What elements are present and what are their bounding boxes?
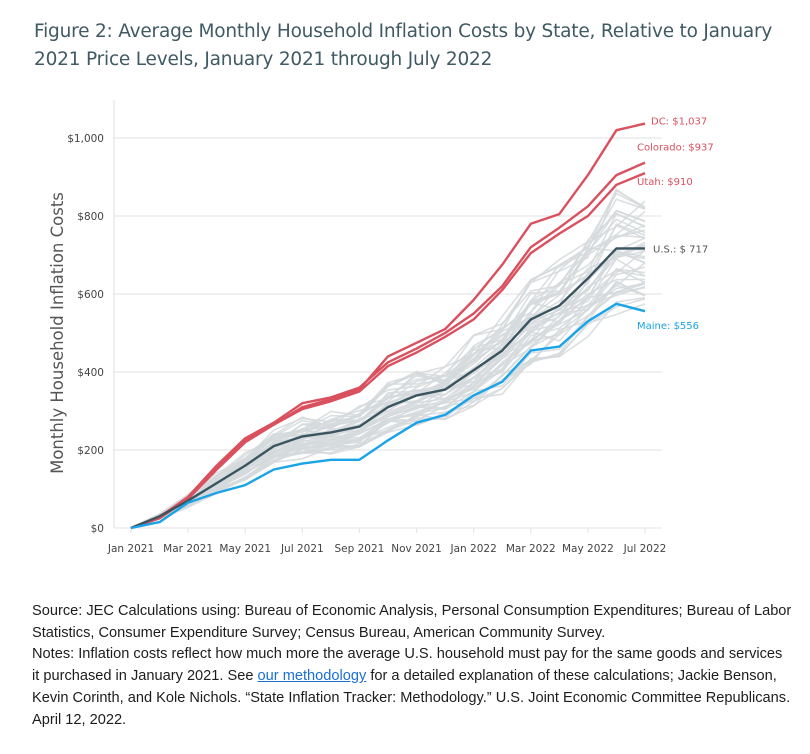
series-line-us <box>130 247 645 530</box>
x-axis: Jan 2021 Mar 2021 May 2021 Jul 2021 Sep 2021… <box>107 528 666 555</box>
x-tick-label: May 2021 <box>219 543 271 555</box>
series-line-maine <box>130 302 646 530</box>
x-tick-label: Nov 2021 <box>391 543 442 555</box>
series-line-dc <box>130 122 646 530</box>
source-note: Source: JEC Calculations using: Bureau o… <box>32 603 792 641</box>
series-label-colorado: Colorado: $937 <box>637 143 714 154</box>
state-line-other <box>130 188 646 529</box>
x-tick-label: Jan 2021 <box>107 543 154 555</box>
series-line-utah <box>130 171 646 530</box>
y-axis-label: Monthly Household Inflation Costs <box>48 192 67 474</box>
x-tick-label: Jul 2021 <box>280 543 324 555</box>
state-line-other <box>130 209 646 529</box>
chart-notes: Source: JEC Calculations using: Bureau o… <box>32 601 792 731</box>
x-tick-label: Mar 2021 <box>163 543 213 555</box>
y-tick-label: $200 <box>77 445 104 457</box>
series-label-maine: Maine: $556 <box>637 321 699 332</box>
methodology-link[interactable]: our methodology <box>257 668 367 685</box>
series-label-dc: DC: $1,037 <box>651 117 707 128</box>
highlighted-lines <box>130 122 646 530</box>
notes-suffix: for a detailed explanation of these calc… <box>32 668 791 728</box>
line-labels: DC: $1,037 Colorado: $937 Utah: $910 U.S.: … <box>637 117 714 333</box>
state-line-other <box>130 200 646 529</box>
y-tick-label: $800 <box>77 211 104 223</box>
y-axis-ticks: $0 $200 $400 $600 $800 $1,000 <box>67 133 104 535</box>
line-chart: $0 $200 $400 $600 $800 $1,000 Jan 2021 Mar 202… <box>48 100 714 555</box>
x-tick-label: May 2022 <box>562 543 614 555</box>
x-tick-label: Mar 2022 <box>506 543 556 555</box>
x-tick-label: Sep 2021 <box>335 543 385 555</box>
x-tick-label: Jan 2022 <box>450 543 497 555</box>
series-label-us: U.S.: $ 717 <box>653 244 708 255</box>
y-tick-label: $400 <box>77 367 104 379</box>
y-tick-label: $1,000 <box>67 133 104 145</box>
gridlines <box>113 100 662 529</box>
series-line-colorado <box>130 161 646 530</box>
methodology-note: Notes: Inflation costs reflect how much … <box>32 644 792 731</box>
notes-prefix: Notes: Inflation costs reflect how much … <box>32 646 783 685</box>
y-tick-label: $0 <box>91 523 104 535</box>
chart-title: Figure 2: Average Monthly Household Infl… <box>34 21 773 70</box>
x-tick-label: Jul 2022 <box>623 543 667 555</box>
y-tick-label: $600 <box>77 289 104 301</box>
series-label-utah: Utah: $910 <box>637 177 693 188</box>
